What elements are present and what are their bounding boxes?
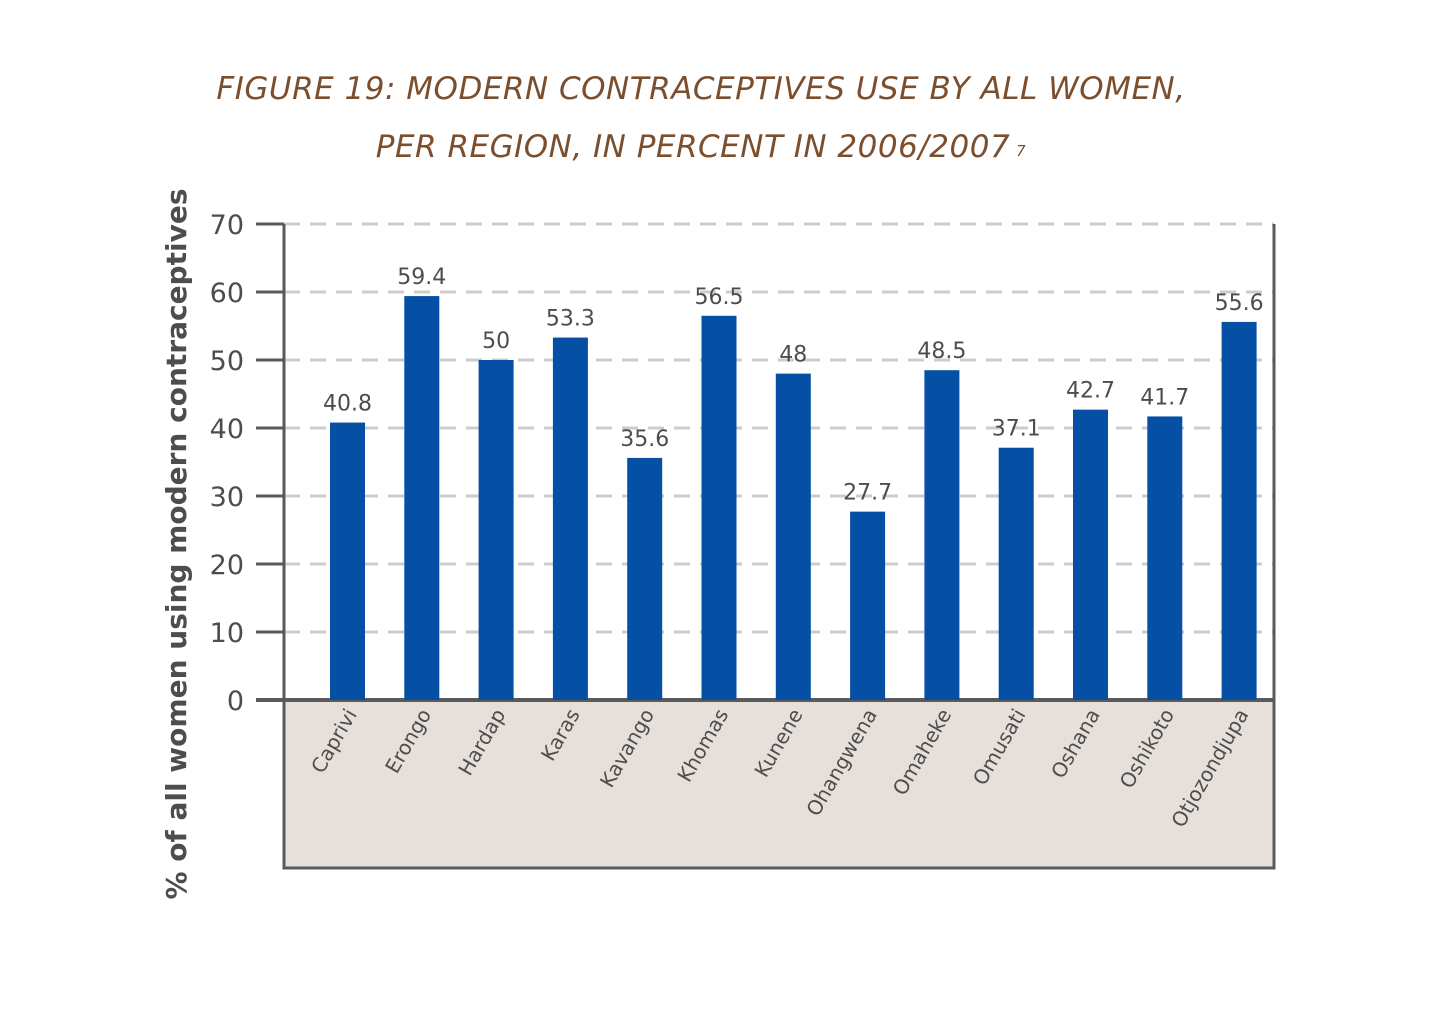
bar bbox=[1221, 321, 1257, 700]
y-tick-labels: 0 10 20 30 40 50 60 70 bbox=[210, 210, 244, 717]
chart-title-line-1: FIGURE 19: MODERN CONTRACEPTIVES USE BY … bbox=[216, 71, 1186, 107]
bar bbox=[775, 373, 811, 700]
data-label: 48 bbox=[779, 343, 807, 368]
bar bbox=[1073, 409, 1108, 700]
bar bbox=[627, 457, 663, 700]
y-tick-label: 0 bbox=[227, 686, 244, 717]
chart-title: FIGURE 19: MODERN CONTRACEPTIVES USE BY … bbox=[0, 60, 1402, 176]
bar bbox=[701, 315, 737, 700]
data-label: 55.6 bbox=[1215, 291, 1264, 316]
data-label: 48.5 bbox=[917, 339, 966, 364]
bar bbox=[552, 337, 588, 700]
bar bbox=[404, 296, 440, 700]
chart-title-line-2: PER REGION, IN PERCENT IN 2006/2007 7 bbox=[0, 118, 1402, 176]
bar bbox=[1147, 416, 1183, 700]
data-label: 27.7 bbox=[843, 481, 892, 506]
bar bbox=[850, 511, 886, 700]
y-tick-label: 30 bbox=[210, 482, 244, 513]
data-label: 50 bbox=[482, 329, 510, 354]
y-tick-label: 40 bbox=[210, 414, 244, 445]
y-tick-label: 70 bbox=[210, 210, 244, 241]
footnote-marker: 7 bbox=[1016, 142, 1027, 160]
data-label: 42.7 bbox=[1066, 379, 1115, 404]
data-labels: 40.8 59.4 50 53.3 35.6 56.5 48 27.7 48.5 37.1 42.7… bbox=[323, 265, 1264, 506]
y-axis-title: % of all women using modern contraceptiv… bbox=[160, 189, 193, 900]
data-label: 35.6 bbox=[620, 427, 669, 452]
y-tick-label: 60 bbox=[210, 278, 244, 309]
data-label: 56.5 bbox=[695, 285, 744, 310]
y-tick-label: 50 bbox=[210, 346, 244, 377]
data-label: 40.8 bbox=[323, 392, 372, 417]
data-label: 59.4 bbox=[397, 265, 446, 290]
bar bbox=[330, 422, 365, 700]
data-label: 37.1 bbox=[992, 417, 1041, 442]
bar bbox=[478, 360, 514, 700]
data-label: 41.7 bbox=[1140, 385, 1189, 410]
data-label: 53.3 bbox=[546, 307, 595, 332]
y-tick-label: 20 bbox=[210, 550, 244, 581]
y-tick-label: 10 bbox=[210, 618, 244, 649]
bar bbox=[924, 370, 960, 700]
bar bbox=[998, 447, 1034, 700]
bars bbox=[330, 296, 1257, 700]
chart-title-line-2-text: PER REGION, IN PERCENT IN 2006/2007 bbox=[375, 129, 1011, 165]
